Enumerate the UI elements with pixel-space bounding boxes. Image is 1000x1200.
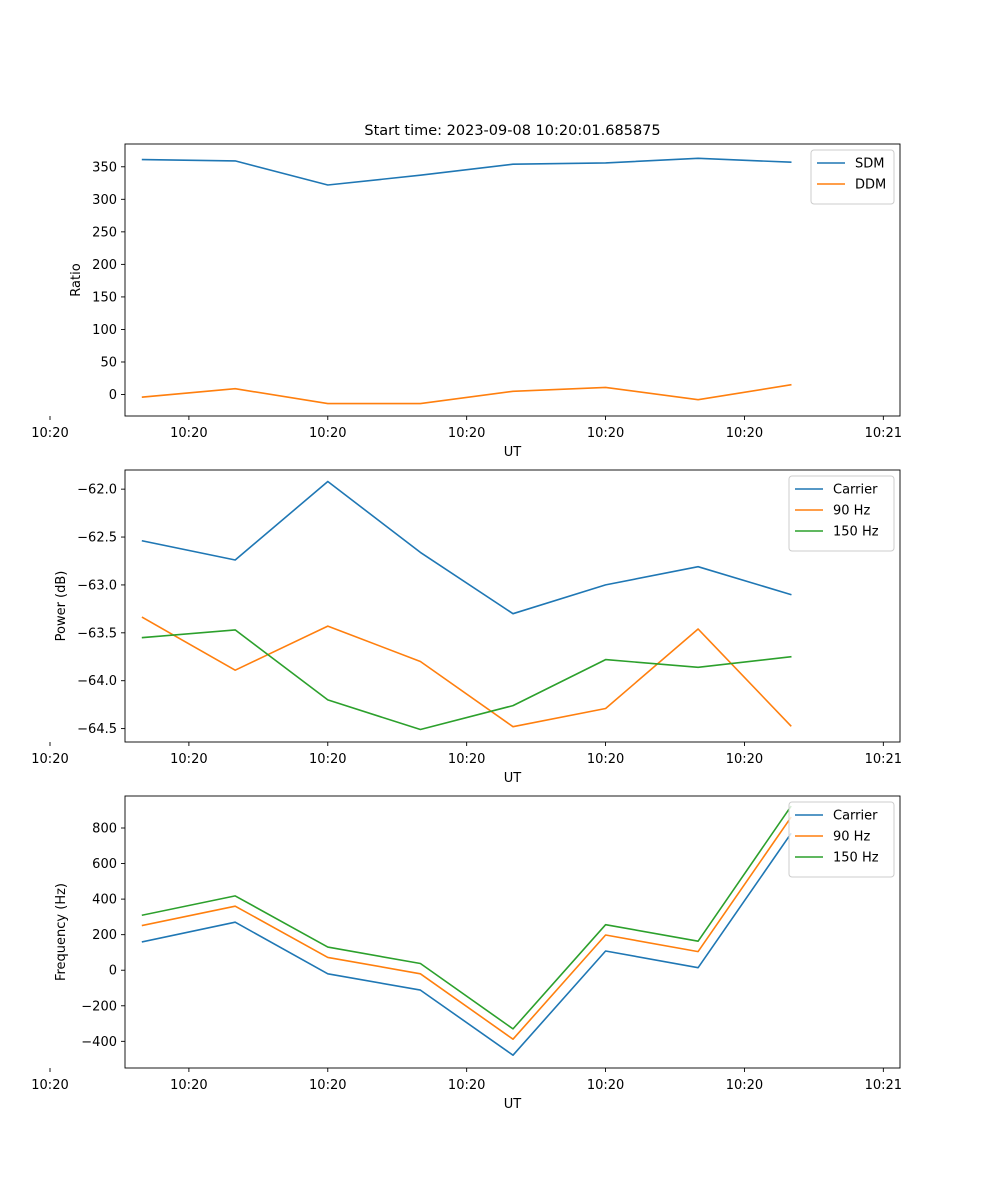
x-tick-label: 10:20 [587, 1078, 624, 1093]
legend-label: SDM [855, 157, 884, 172]
legend-box [788, 475, 895, 552]
x-tick-label: 10:20 [31, 752, 68, 767]
series-group [141, 805, 792, 1056]
axes-frame [124, 143, 901, 417]
y-tick-label: 100 [92, 323, 117, 338]
x-tick-label: 10:20 [31, 426, 68, 441]
x-tick-label: 10:21 [865, 1078, 902, 1093]
legend-label: Carrier [833, 483, 878, 498]
x-tick-label: 10:20 [448, 752, 485, 767]
x-tick-label: 10:20 [587, 426, 624, 441]
y-tick-label: 150 [92, 290, 117, 305]
series-line-90-hz [141, 816, 792, 1040]
y-tick-label: 800 [92, 822, 117, 837]
x-axis-label: UT [504, 771, 522, 786]
legend: SDM DDM [810, 149, 895, 205]
legend-box [788, 801, 895, 878]
y-tick-label: −64.5 [77, 722, 117, 737]
x-tick-label: 10:20 [31, 1078, 68, 1093]
series-line-carrier [141, 832, 792, 1056]
x-tick-label: 10:20 [726, 752, 763, 767]
y-tick-label: 400 [92, 893, 117, 908]
y-tick-label: 250 [92, 225, 117, 240]
x-tick-label: 10:21 [865, 752, 902, 767]
y-tick-label: −62.0 [77, 483, 117, 498]
y-tick-label: 0 [109, 388, 117, 403]
x-tick-label: 10:20 [309, 1078, 346, 1093]
legend-label: DDM [855, 178, 886, 193]
y-tick-label: −63.5 [77, 626, 117, 641]
y-tick-label: −64.0 [77, 674, 117, 689]
legend: Carrier 90 Hz 150 Hz [788, 475, 895, 552]
x-tick-label: 10:20 [448, 1078, 485, 1093]
x-tick-label: 10:20 [726, 426, 763, 441]
x-tick-label: 10:20 [309, 426, 346, 441]
series-line-90-hz [141, 616, 792, 728]
series-group [141, 157, 792, 405]
legend-label: Carrier [833, 809, 878, 824]
y-tick-label: −200 [81, 999, 117, 1014]
chart-panels: 10:20 10:20 10:20 10:20 10:20 10:20 10:21 0 50 10… [31, 143, 902, 1112]
y-axis-label: Ratio [69, 263, 84, 296]
x-tick-label: 10:21 [865, 426, 902, 441]
x-tick-label: 10:20 [448, 426, 485, 441]
chart-panel-2: 10:20 10:20 10:20 10:20 10:20 10:20 10:21 −64.5… [31, 469, 902, 786]
x-tick-label: 10:20 [170, 1078, 207, 1093]
series-line-150-hz [141, 629, 792, 731]
chart-panel-3: 10:20 10:20 10:20 10:20 10:20 10:20 10:21 −400 −… [31, 795, 902, 1112]
y-tick-label: 600 [92, 857, 117, 872]
legend-label: 90 Hz [833, 830, 870, 845]
series-line-carrier [141, 480, 792, 615]
series-line-150-hz [141, 805, 792, 1030]
legend: Carrier 90 Hz 150 Hz [788, 801, 895, 878]
y-tick-label: −62.5 [77, 531, 117, 546]
y-tick-label: 200 [92, 258, 117, 273]
axes-frame [124, 795, 901, 1069]
axes-frame [124, 469, 901, 743]
legend-label: 90 Hz [833, 504, 870, 519]
legend-label: 150 Hz [833, 525, 879, 540]
x-tick-label: 10:20 [726, 1078, 763, 1093]
y-axis-label: Frequency (Hz) [54, 883, 69, 981]
x-axis-label: UT [504, 1097, 522, 1112]
y-tick-label: 0 [109, 964, 117, 979]
legend-label: 150 Hz [833, 851, 879, 866]
series-line-ddm [141, 383, 792, 405]
series-group [141, 480, 792, 731]
y-tick-label: 300 [92, 193, 117, 208]
series-line-sdm [141, 157, 792, 186]
y-tick-label: −63.0 [77, 578, 117, 593]
y-tick-label: 200 [92, 928, 117, 943]
y-axis-label: Power (dB) [54, 571, 69, 642]
y-tick-label: −400 [81, 1035, 117, 1050]
x-tick-label: 10:20 [309, 752, 346, 767]
chart-panel-1: 10:20 10:20 10:20 10:20 10:20 10:20 10:21 0 50 10… [31, 143, 902, 460]
figure-title: Start time: 2023-09-08 10:20:01.685875 [364, 123, 660, 139]
x-axis-label: UT [504, 445, 522, 460]
x-tick-label: 10:20 [170, 752, 207, 767]
x-tick-label: 10:20 [587, 752, 624, 767]
y-tick-label: 350 [92, 160, 117, 175]
x-tick-label: 10:20 [170, 426, 207, 441]
y-tick-label: 50 [100, 355, 117, 370]
